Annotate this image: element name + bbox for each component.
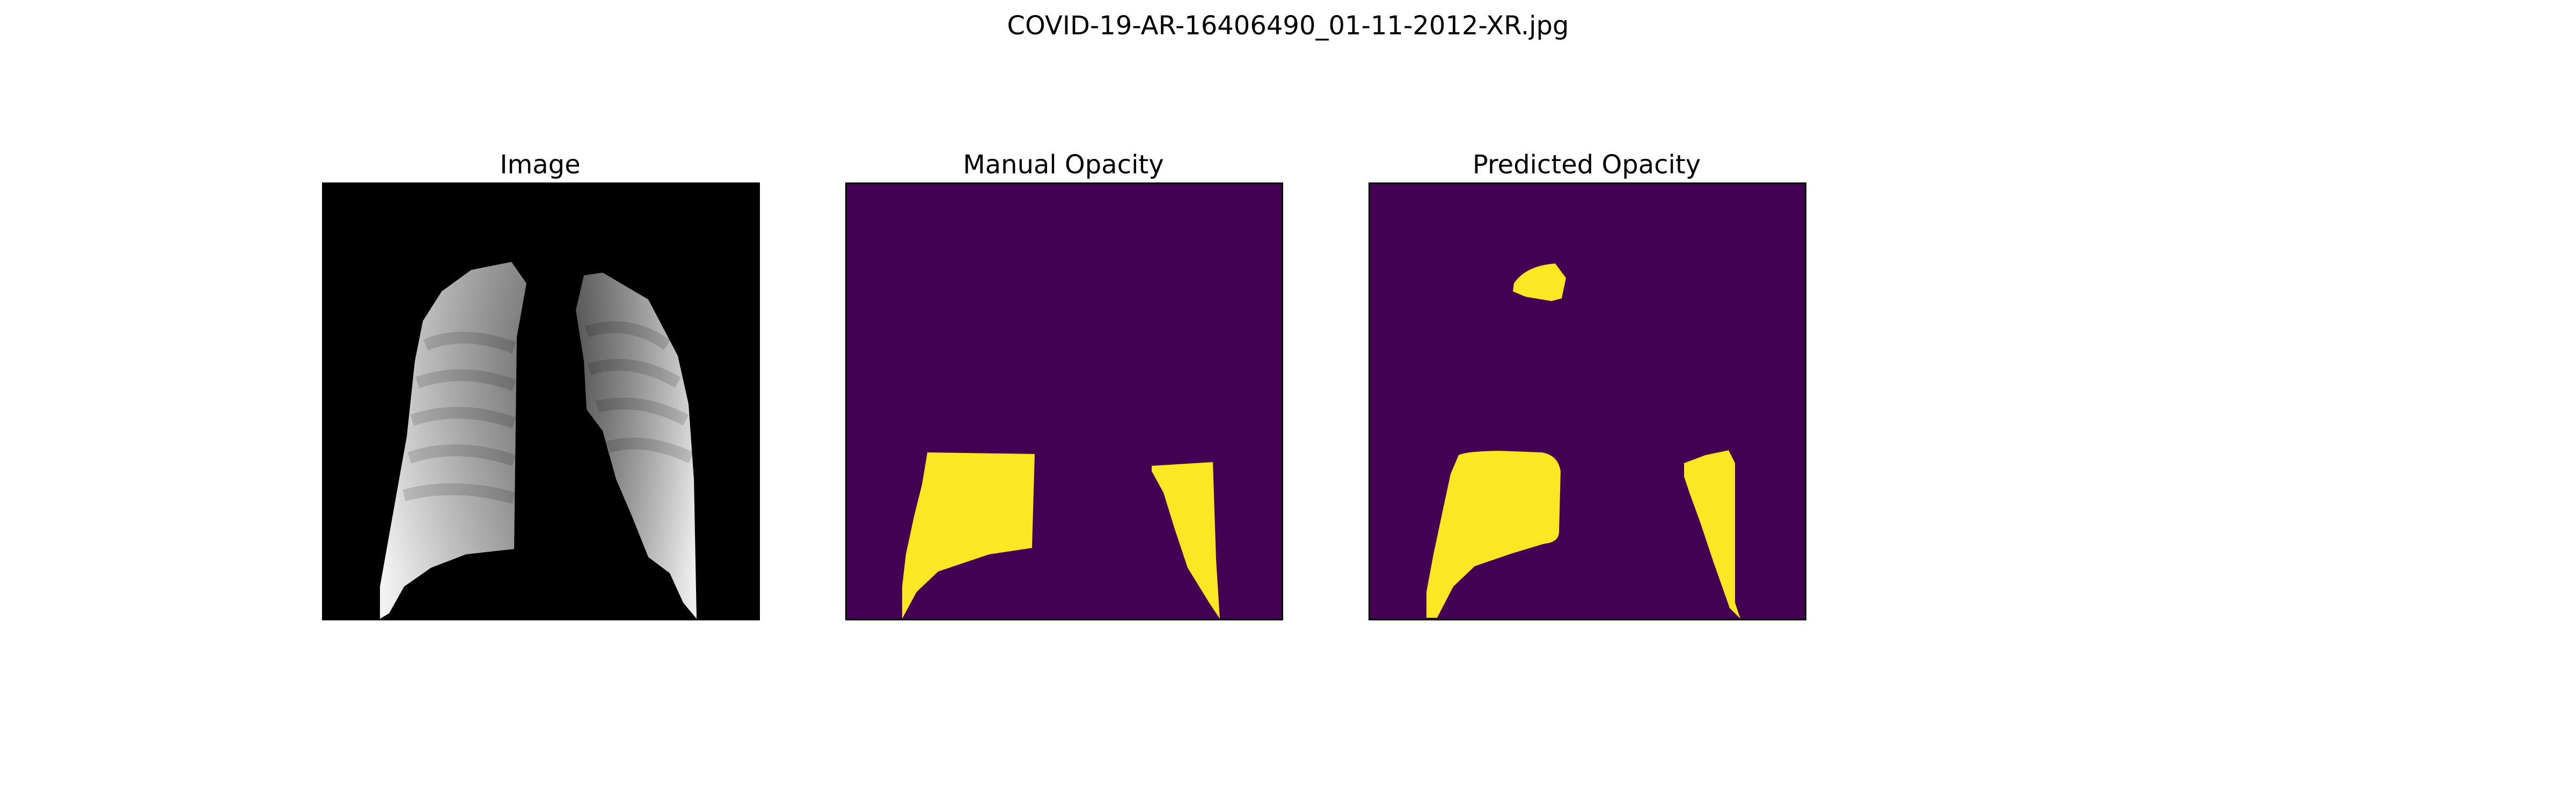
panel-image: Image: [322, 149, 760, 620]
manual-mask-frame: [845, 182, 1283, 620]
predicted-mask: [1370, 184, 1805, 619]
predicted-opacity-region-top: [1513, 264, 1566, 301]
predicted-mask-frame: [1368, 182, 1806, 620]
panel-title-manual-opacity: Manual Opacity: [963, 150, 1164, 180]
figure-title: COVID-19-AR-16406490_01-11-2012-XR.jpg: [1007, 11, 1569, 41]
panel-predicted-opacity: Predicted Opacity: [1368, 149, 1806, 620]
manual-opacity-region-left: [902, 452, 1035, 619]
panel-manual-opacity: Manual Opacity: [845, 149, 1283, 620]
predicted-opacity-region-left: [1426, 451, 1561, 618]
panel-title-image: Image: [500, 150, 581, 180]
xray-image: [324, 184, 758, 619]
panel-title-predicted-opacity: Predicted Opacity: [1472, 150, 1701, 180]
manual-mask: [847, 184, 1282, 619]
xray-image-frame: [322, 182, 760, 620]
manual-opacity-region-right: [1152, 462, 1220, 619]
predicted-opacity-region-right: [1684, 450, 1740, 619]
